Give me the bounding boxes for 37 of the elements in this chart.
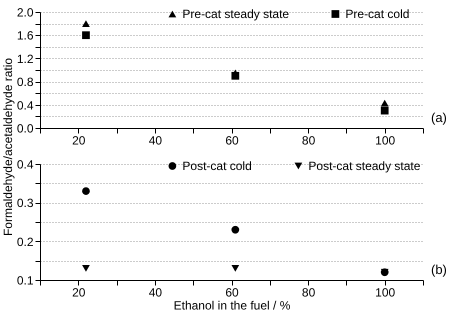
point <box>380 106 389 114</box>
y-tick-label: 0.3 <box>16 196 34 210</box>
x-tick-label: 40 <box>148 134 162 148</box>
x-tick-label: 20 <box>72 286 86 300</box>
point <box>380 100 389 106</box>
y-tick-label: 1.2 <box>16 52 34 66</box>
point <box>231 72 240 80</box>
y-tick-label: 0.0 <box>16 122 34 136</box>
y-tick-label: 0.2 <box>16 234 34 249</box>
y-tick-label: 0.4 <box>16 98 34 112</box>
text: (b) <box>431 262 447 277</box>
x-tick-label: 80 <box>302 134 316 148</box>
point <box>82 265 90 272</box>
point <box>231 265 240 272</box>
x-tick-label: 40 <box>148 286 162 300</box>
legend-label: Post-cat cold <box>182 159 252 173</box>
x-tick-label: 100 <box>375 286 396 300</box>
y-tick-label: 0.8 <box>16 75 34 90</box>
x-tick-label: 80 <box>302 286 316 300</box>
y-tick-label: 0.1 <box>16 274 34 288</box>
point <box>82 187 90 195</box>
y-tick-label: 0.4 <box>16 158 34 172</box>
x-tick-label: 60 <box>225 134 239 148</box>
y-tick-label: 2.0 <box>16 6 34 20</box>
legend-label: Pre-cat cold <box>345 7 410 21</box>
point <box>82 20 90 27</box>
legend-label: Pre-cat steady state <box>182 7 290 21</box>
x-tick-label: 20 <box>72 134 86 148</box>
point <box>82 31 90 40</box>
legend-label: Post-cat steady state <box>308 159 421 173</box>
y-tick-label: 1.6 <box>16 28 34 43</box>
y-axis-title: Formaldehyde/acetaldehyde ratio <box>1 58 15 236</box>
text: (a) <box>431 110 447 125</box>
x-tick-label: 60 <box>225 286 239 300</box>
x-axis-title: Ethanol in the fuel / % <box>174 298 291 312</box>
x-tick-label: 100 <box>375 134 396 148</box>
point <box>231 226 240 234</box>
